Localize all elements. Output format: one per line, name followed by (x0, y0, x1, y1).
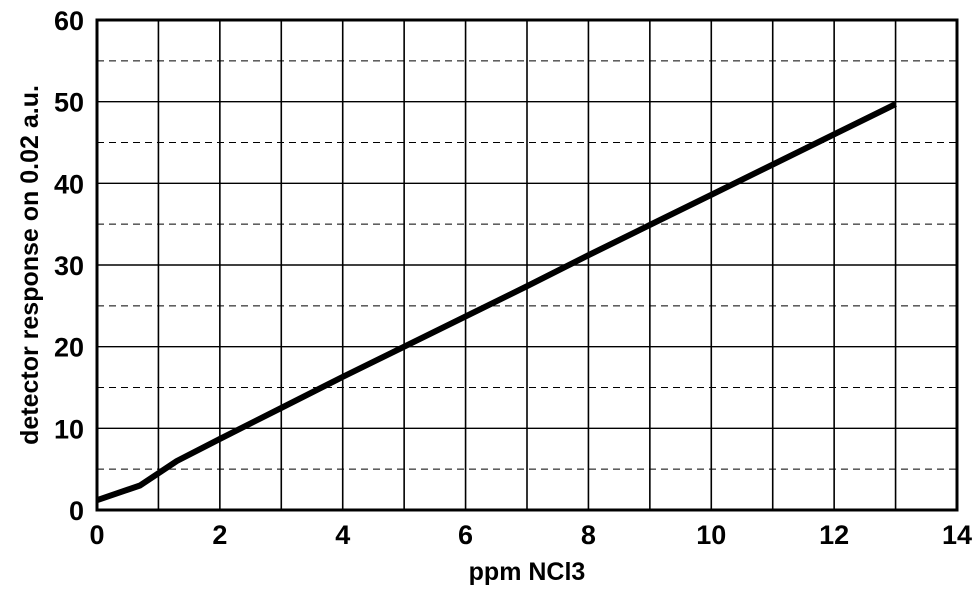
x-tick-label: 2 (212, 520, 227, 550)
y-tick-label: 20 (54, 333, 84, 363)
y-tick-label: 10 (54, 414, 84, 444)
y-tick-label: 60 (54, 6, 84, 36)
x-tick-label: 10 (696, 520, 726, 550)
y-tick-label: 40 (54, 169, 84, 199)
x-tick-label: 0 (89, 520, 104, 550)
series-layer (96, 101, 897, 504)
grid (97, 20, 957, 510)
x-tick-label: 14 (942, 520, 972, 550)
y-tick-label: 30 (54, 251, 84, 281)
plot-frame (95, 18, 959, 512)
y-tick-label: 0 (69, 496, 84, 526)
x-axis-label: ppm NCl3 (469, 558, 586, 586)
x-tick-label: 6 (458, 520, 473, 550)
x-tick-label: 8 (581, 520, 596, 550)
y-tick-label: 50 (54, 88, 84, 118)
x-tick-label: 4 (335, 520, 350, 550)
x-tick-label: 12 (819, 520, 849, 550)
y-tick-labels: 0 10 20 30 40 50 60 (54, 6, 84, 526)
y-axis-label: detector response on 0.02 a.u. (16, 85, 44, 445)
series-line (96, 101, 897, 504)
x-tick-labels: 0 2 4 6 8 10 12 14 (89, 520, 972, 550)
